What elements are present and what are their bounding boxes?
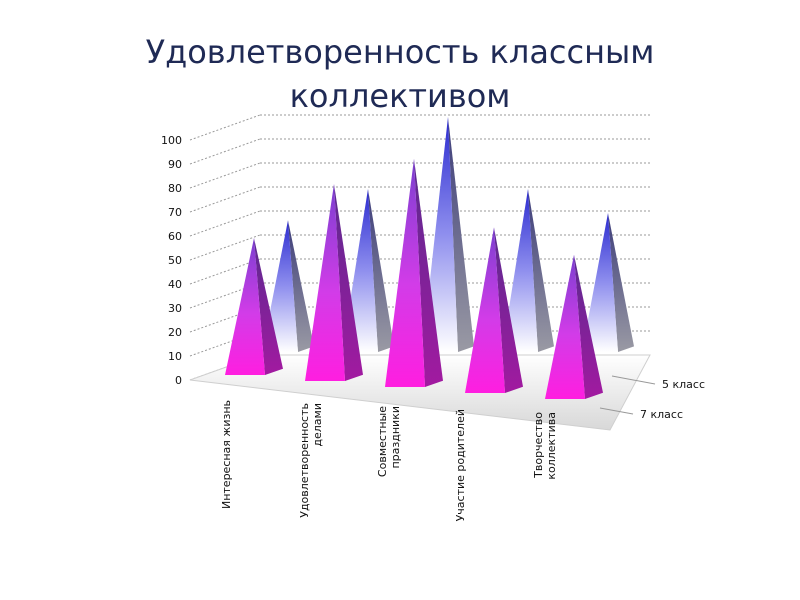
pyramid-7-klass-0-side-face bbox=[254, 238, 283, 375]
pyramid-7-klass-4-front-face bbox=[545, 254, 585, 399]
pyramid-5-klass-1-side-face bbox=[368, 189, 394, 352]
title-line-2: коллективом bbox=[289, 77, 511, 115]
category-label: Творчествоколлектива bbox=[532, 412, 558, 480]
pyramid-5-klass-4 bbox=[582, 213, 634, 352]
y-tick-label: 100 bbox=[161, 134, 182, 147]
title-line-1: Удовлетворенность классным bbox=[145, 33, 655, 71]
y-tick-label: 20 bbox=[168, 326, 182, 339]
series-tick-7-klass bbox=[599, 407, 634, 415]
category-label-line: коллектива bbox=[545, 412, 558, 480]
pyramid-7-klass-3 bbox=[465, 227, 523, 393]
pyramid-5-klass-3-front-face bbox=[502, 189, 538, 352]
category-label: Удовлетворенностьделами bbox=[298, 403, 324, 518]
pyramid-5-klass-4-side-face bbox=[608, 213, 634, 352]
category-label-line: Интересная жизнь bbox=[220, 400, 233, 509]
pyramid-5-klass-2-side-face bbox=[448, 117, 474, 352]
category-label-line: делами bbox=[311, 403, 324, 447]
gridline-side bbox=[189, 162, 261, 189]
gridline-side bbox=[189, 186, 261, 213]
series-tick-5-klass bbox=[611, 375, 656, 385]
series-label-7-klass: 7 класс bbox=[640, 408, 683, 421]
y-tick-label: 0 bbox=[175, 374, 182, 387]
bars-layer bbox=[225, 117, 634, 399]
pyramid-7-klass-4 bbox=[545, 254, 603, 399]
category-label: Участие родителей bbox=[454, 409, 467, 521]
gridline-side bbox=[189, 258, 261, 285]
category-label: Интересная жизнь bbox=[220, 400, 233, 509]
pyramid-7-klass-2 bbox=[385, 158, 443, 387]
pyramid-7-klass-4-side-face bbox=[574, 254, 603, 399]
gridline-side bbox=[189, 114, 261, 141]
series-label-5-klass: 5 класс bbox=[662, 378, 705, 391]
y-tick-label: 70 bbox=[168, 206, 182, 219]
gridline-side bbox=[189, 234, 261, 261]
pyramid-7-klass-2-front-face bbox=[385, 158, 425, 387]
pyramid-7-klass-1-front-face bbox=[305, 184, 345, 381]
y-tick-label: 60 bbox=[168, 230, 182, 243]
y-tick-label: 10 bbox=[168, 350, 182, 363]
labels-layer: 0 10 20 30 40 50 60 70 80 90 100 Интересная жизнь Уд… bbox=[161, 134, 705, 521]
y-tick-label: 90 bbox=[168, 158, 182, 171]
pyramid-7-klass-1 bbox=[305, 184, 363, 381]
pyramid-7-klass-1-side-face bbox=[334, 184, 363, 381]
gridline-side bbox=[189, 138, 261, 165]
pyramid-5-klass-3-side-face bbox=[528, 189, 554, 352]
y-tick-label: 50 bbox=[168, 254, 182, 267]
category-label-line: Участие родителей bbox=[454, 409, 467, 521]
pyramid-7-klass-0 bbox=[225, 238, 283, 375]
pyramid-5-klass-3 bbox=[502, 189, 554, 352]
category-label-line: Совместные bbox=[376, 406, 389, 477]
y-tick-label: 80 bbox=[168, 182, 182, 195]
y-tick-label: 30 bbox=[168, 302, 182, 315]
pyramid-7-klass-3-side-face bbox=[494, 227, 523, 393]
gridline-side bbox=[189, 210, 261, 237]
category-label-line: Творчество bbox=[532, 412, 545, 479]
pyramid-5-klass-0-side-face bbox=[288, 220, 314, 352]
pyramid-5-klass-4-front-face bbox=[582, 213, 618, 352]
y-tick-label: 40 bbox=[168, 278, 182, 291]
slide-title: Удовлетворенность классным коллективом bbox=[0, 30, 800, 118]
pyramid-7-klass-2-side-face bbox=[414, 158, 443, 387]
category-label-line: Удовлетворенность bbox=[298, 403, 311, 518]
pyramid-7-klass-3-front-face bbox=[465, 227, 505, 393]
pyramid-7-klass-0-front-face bbox=[225, 238, 265, 375]
category-label-line: праздники bbox=[389, 406, 402, 469]
category-label: Совместныепраздники bbox=[376, 406, 402, 477]
